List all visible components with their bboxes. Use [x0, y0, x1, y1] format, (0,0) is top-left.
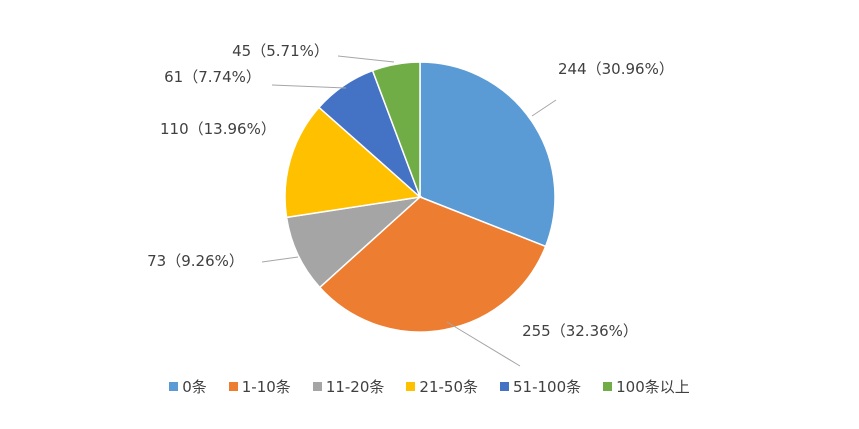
legend-item: 1-10条	[228, 376, 291, 397]
data-label: 45（5.71%）	[232, 42, 329, 60]
legend-item: 21-50条	[406, 376, 478, 397]
pie-slice	[371, 61, 421, 198]
leader-line	[531, 99, 557, 117]
legend-label: 1-10条	[241, 378, 291, 396]
data-label: 61（7.74%）	[164, 68, 261, 86]
legend-swatch	[228, 382, 238, 391]
data-label: 110（13.96%）	[160, 120, 276, 138]
legend-swatch	[603, 382, 613, 391]
legend-label: 51-100条	[513, 378, 582, 396]
legend-label: 100条以上	[616, 378, 690, 396]
legend-item: 11-20条	[312, 376, 385, 397]
data-label: 73（9.26%）	[147, 252, 244, 270]
legend-label: 0条	[182, 378, 207, 396]
pie-slice	[284, 106, 422, 219]
pie-slice	[419, 61, 556, 248]
leader-line	[271, 84, 347, 89]
leader-line	[337, 55, 395, 63]
leader-line	[446, 321, 521, 367]
legend-swatch	[500, 382, 509, 391]
legend-label: 11-20条	[325, 378, 385, 396]
pie-slice	[285, 195, 423, 289]
legend-swatch	[169, 382, 179, 391]
legend-swatch	[406, 382, 416, 391]
legend-label: 21-50条	[419, 378, 478, 396]
legend-item: 51-100条	[500, 376, 581, 397]
legend-item: 0条	[169, 376, 207, 397]
data-label: 255（32.36%）	[522, 322, 638, 340]
legend-swatch	[312, 382, 322, 391]
pie-slice	[318, 196, 547, 333]
leader-line	[261, 256, 299, 263]
legend: 0条 1-10条 11-20条 21-50条 51-100条 100条以上	[0, 376, 859, 397]
data-label: 244（30.96%）	[558, 60, 674, 78]
legend-item: 100条以上	[603, 376, 690, 397]
